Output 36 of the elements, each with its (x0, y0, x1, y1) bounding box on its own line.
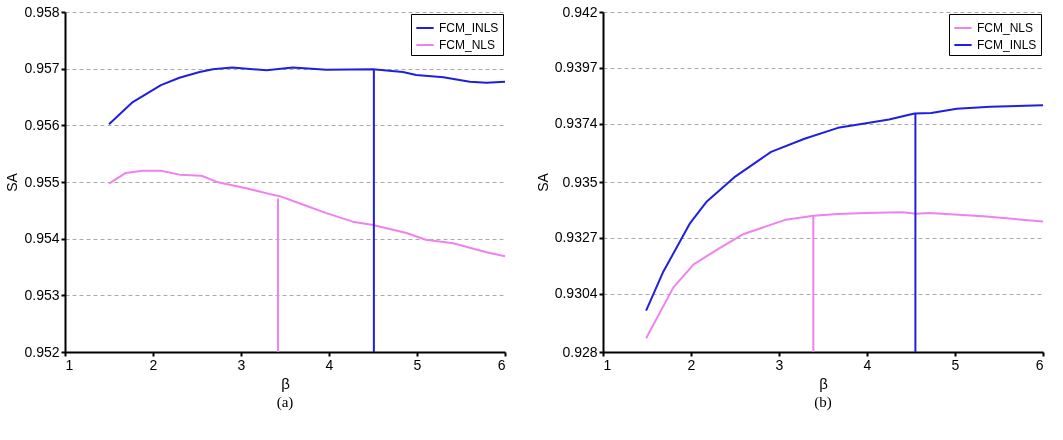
y-tick-label: 0.9374 (554, 115, 598, 132)
y-tick-label: 0.957 (24, 60, 60, 77)
text: (a) (276, 394, 294, 411)
x-axis-title: β (281, 374, 291, 392)
y-tick-label: 0.9397 (554, 59, 598, 76)
y-axis-title: SA (4, 172, 21, 192)
y-tick-label: 0.928 (562, 343, 598, 360)
y-tick-label: 0.942 (562, 3, 598, 20)
x-tick-label: 5 (951, 356, 960, 373)
x-tick-label: 5 (413, 356, 422, 373)
y-axis-title: SA (534, 172, 551, 192)
text: (b) (814, 394, 832, 411)
legend-label: FCM_INLS (977, 38, 1037, 52)
legend-label: FCM_NLS (977, 21, 1034, 35)
y-tick-label: 0.955 (24, 173, 60, 190)
x-tick-label: 6 (497, 356, 506, 373)
y-tick-label: 0.9304 (554, 285, 598, 302)
x-tick-label: 1 (603, 356, 612, 373)
x-axis-title: β (819, 374, 829, 392)
x-tick-label: 1 (65, 356, 74, 373)
y-tick-label: 0.956 (24, 116, 60, 133)
x-tick-label: 4 (863, 356, 872, 373)
x-tick-label: 6 (1035, 356, 1044, 373)
y-tick-label: 0.954 (24, 230, 60, 247)
x-tick-label: 3 (775, 356, 784, 373)
y-tick-label: 0.953 (24, 286, 60, 303)
legend-label: FCM_NLS (439, 38, 496, 52)
y-tick-label: 0.935 (562, 173, 598, 190)
x-tick-label: 2 (687, 356, 696, 373)
y-tick-label: 0.958 (24, 3, 60, 20)
x-tick-label: 4 (325, 356, 334, 373)
y-tick-label: 0.952 (24, 343, 60, 360)
legend-label: FCM_INLS (439, 21, 499, 35)
x-tick-label: 3 (237, 356, 246, 373)
x-tick-label: 2 (149, 356, 158, 373)
y-tick-label: 0.9327 (554, 229, 598, 246)
